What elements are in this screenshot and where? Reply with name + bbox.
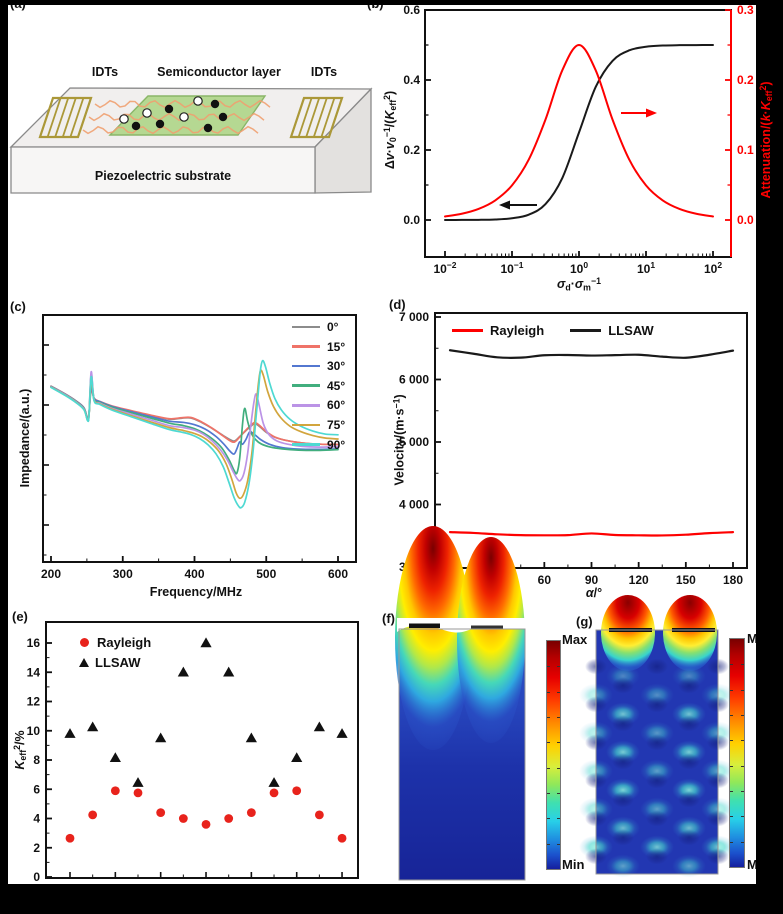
frame-bottom (0, 884, 783, 914)
svg-text:0.1: 0.1 (737, 143, 754, 157)
svg-text:0: 0 (33, 870, 40, 884)
c-legend: 0° 15° 30° 45° 60° 75° 90° (292, 320, 345, 452)
svg-text:300: 300 (113, 567, 133, 581)
svg-text:500: 500 (256, 567, 276, 581)
svg-text:6 000: 6 000 (399, 373, 429, 387)
panel-label-f: (f) (382, 611, 395, 626)
panel-label-e: (e) (12, 609, 28, 624)
c-y-axis-label: Impedance/(a.u.) (18, 388, 32, 488)
g-colorbar (729, 638, 745, 868)
substrate-label: Piezoelectric substrate (94, 169, 232, 183)
e-legend-item: LLSAW (79, 655, 151, 670)
svg-text:5 000: 5 000 (399, 435, 429, 449)
d-legend: Rayleigh LLSAW (452, 323, 654, 338)
c-x-axis-label: Frequency/MHz (149, 585, 243, 599)
svg-text:180: 180 (723, 573, 743, 587)
semiconductor-layer-label: Semiconductor layer (157, 65, 281, 79)
panel-label-g: (g) (576, 614, 593, 629)
c-legend-item: 30° (292, 359, 345, 373)
c-legend-item: 15° (292, 340, 345, 354)
svg-text:0.2: 0.2 (737, 73, 754, 87)
svg-text:0.0: 0.0 (737, 213, 754, 227)
svg-text:8: 8 (33, 753, 40, 767)
frame-right (756, 0, 783, 914)
svg-text:0.6: 0.6 (403, 3, 420, 17)
svg-text:4 000: 4 000 (399, 498, 429, 512)
svg-text:101: 101 (637, 260, 655, 276)
svg-text:10−2: 10−2 (433, 260, 456, 276)
d-y-axis-label: Velocity/(m·s−1) (391, 394, 407, 486)
svg-text:12: 12 (27, 695, 41, 709)
svg-text:120: 120 (629, 573, 649, 587)
d-legend-item: LLSAW (570, 323, 654, 338)
svg-text:400: 400 (184, 567, 204, 581)
svg-text:0.4: 0.4 (403, 73, 420, 87)
e-legend: Rayleigh LLSAW (79, 635, 151, 670)
frame-left (0, 0, 8, 914)
b-x-axis-label: σd·σm−1 (557, 276, 601, 293)
svg-text:100: 100 (570, 260, 588, 276)
svg-text:10: 10 (27, 724, 41, 738)
d-x-axis-label: α/° (585, 586, 603, 600)
svg-text:10−1: 10−1 (500, 260, 523, 276)
svg-text:150: 150 (676, 573, 696, 587)
c-legend-item: 90° (292, 438, 345, 452)
d-legend-item: Rayleigh (452, 323, 544, 338)
panel-label-c: (c) (10, 299, 26, 314)
svg-text:600: 600 (328, 567, 348, 581)
panel-label-d: (d) (389, 297, 406, 312)
svg-text:6: 6 (33, 782, 40, 796)
svg-text:14: 14 (27, 665, 41, 679)
e-legend-item: Rayleigh (79, 635, 151, 650)
b-right-axis-label: Attenuation/(k·Keff2) (757, 81, 775, 199)
svg-text:0.3: 0.3 (737, 3, 754, 17)
svg-text:200: 200 (41, 567, 61, 581)
panel-label-a: (a) (10, 0, 26, 11)
svg-text:90: 90 (585, 573, 599, 587)
panel-label-b: (b) (367, 0, 384, 11)
e-y-axis-label: Keff2/% (11, 730, 29, 770)
svg-text:2: 2 (33, 841, 40, 855)
svg-text:60: 60 (538, 573, 552, 587)
frame-top (0, 0, 783, 5)
idts-right-label: IDTs (310, 65, 338, 79)
c-legend-item: 75° (292, 418, 345, 432)
svg-text:102: 102 (704, 260, 722, 276)
svg-text:7 000: 7 000 (399, 310, 429, 324)
f-colorbar (546, 640, 561, 870)
c-legend-item: 0° (292, 320, 345, 334)
svg-text:4: 4 (33, 812, 40, 826)
b-left-axis-label: Δv·v0−1/(Keff2) (381, 90, 399, 170)
svg-text:16: 16 (27, 636, 41, 650)
f-colorbar-min-label: Min (562, 857, 585, 872)
f-colorbar-max-label: Max (562, 632, 588, 647)
idts-left-label: IDTs (91, 65, 119, 79)
c-legend-item: 45° (292, 379, 345, 393)
c-legend-item: 60° (292, 398, 345, 412)
svg-text:0.0: 0.0 (403, 213, 420, 227)
svg-text:0.2: 0.2 (403, 143, 420, 157)
